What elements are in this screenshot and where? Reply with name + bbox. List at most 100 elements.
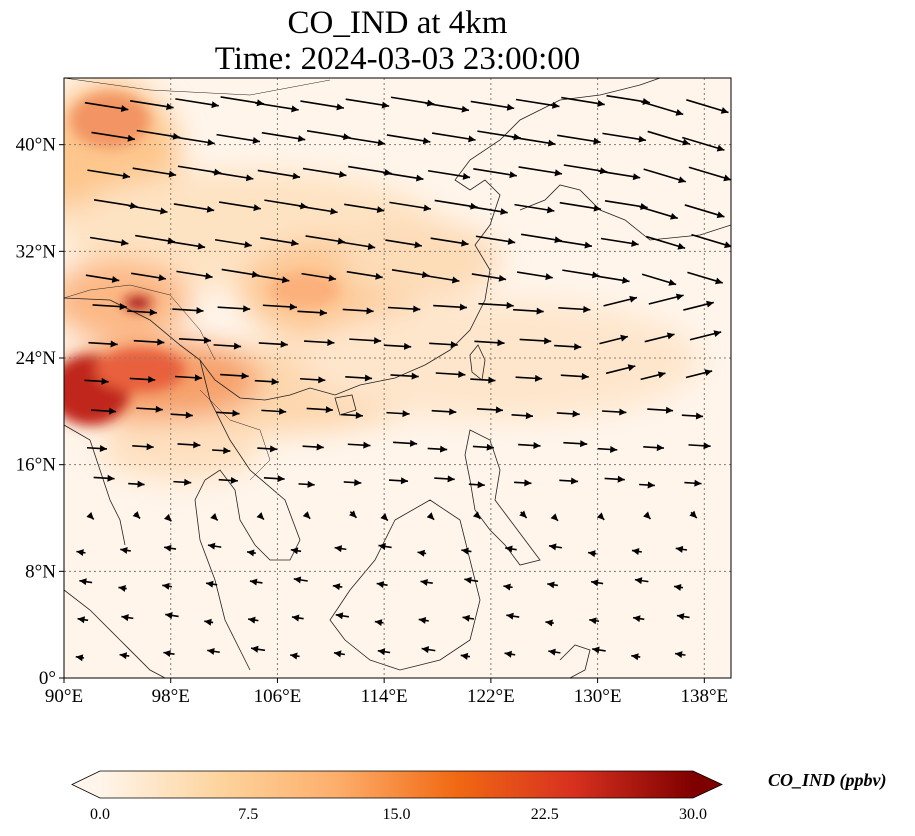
wind-vector <box>644 332 675 343</box>
wind-vector <box>378 543 392 550</box>
wind-vector <box>599 334 629 345</box>
wind-vector <box>291 614 304 622</box>
wind-vector <box>639 481 655 489</box>
wind-vector <box>218 476 238 484</box>
wind-vector <box>425 102 470 113</box>
concentration-plume <box>64 260 190 340</box>
wind-vector <box>173 203 215 213</box>
wind-vector <box>290 652 300 660</box>
wind-vector <box>518 166 563 177</box>
concentration-hotspot <box>124 296 152 310</box>
wind-vector <box>688 166 731 182</box>
wind-vector <box>557 134 601 145</box>
map-time-subtitle: Time: 2024-03-03 23:00:00 <box>214 41 581 77</box>
wind-vector <box>176 270 213 280</box>
wind-vector <box>261 131 306 143</box>
wind-vector <box>91 407 117 415</box>
wind-vector <box>431 408 457 416</box>
wind-vector <box>163 513 172 522</box>
wind-vector <box>258 340 288 348</box>
wind-vector <box>390 372 419 380</box>
wind-vector <box>255 102 299 113</box>
wind-vector <box>342 307 374 315</box>
wind-vector <box>298 205 338 215</box>
wind-vector <box>256 274 290 284</box>
wind-vector <box>640 100 684 116</box>
wind-vector <box>204 618 214 626</box>
wind-vector <box>213 342 242 350</box>
wind-vector <box>299 376 326 384</box>
wind-vector <box>92 303 127 311</box>
wind-vector <box>691 233 731 249</box>
wind-vector <box>464 576 479 584</box>
wind-vector <box>174 374 202 382</box>
wind-vector <box>374 619 384 627</box>
wind-vector <box>432 132 476 143</box>
wind-vector <box>604 475 625 483</box>
gridlines <box>64 78 731 678</box>
wind-vector <box>683 300 714 311</box>
wind-vector <box>506 612 520 620</box>
wind-vector <box>475 235 516 245</box>
lon-tick-label: 138°E <box>680 686 728 707</box>
colorbar-tick-label: 7.5 <box>238 806 259 823</box>
lat-tick-label: 32°N <box>16 241 57 262</box>
wind-vector <box>248 616 259 624</box>
wind-vector <box>217 305 251 313</box>
wind-vector <box>169 240 206 250</box>
lon-tick-label: 98°E <box>152 686 190 707</box>
colorbar <box>71 770 723 799</box>
wind-vector <box>254 378 279 386</box>
wind-vector <box>386 134 431 145</box>
wind-vector <box>393 439 418 447</box>
wind-vector <box>468 481 485 489</box>
concentration-plume <box>340 220 500 300</box>
wind-vector <box>220 372 249 380</box>
wind-vector <box>686 99 729 114</box>
wind-vector <box>647 406 674 414</box>
wind-vector <box>250 645 266 653</box>
wind-vector <box>349 510 358 519</box>
wind-vector <box>332 583 343 591</box>
wind-vector <box>385 239 422 249</box>
wind-vector <box>89 236 129 247</box>
wind-vector <box>519 510 528 519</box>
mainland-coastline <box>64 78 661 401</box>
wind-vector <box>162 582 173 590</box>
wind-vectors <box>75 94 731 662</box>
wind-vector <box>301 272 337 282</box>
wind-vector <box>426 275 460 284</box>
wind-vector <box>645 235 686 250</box>
wind-vector <box>121 614 134 622</box>
wind-vector <box>389 201 432 212</box>
wind-vector <box>345 374 373 382</box>
longitude-axis: 90°E 98°E 106°E 114°E 122°E 130°E 138°E <box>45 678 728 707</box>
wind-vector <box>470 376 496 384</box>
wind-vector <box>641 273 677 286</box>
indochina-coastline <box>194 359 301 671</box>
wind-vector <box>418 617 429 624</box>
wind-vector <box>262 303 297 311</box>
lat-tick-label: 24°N <box>16 348 57 369</box>
lon-tick-label: 106°E <box>254 686 302 707</box>
border-line <box>199 389 271 481</box>
wind-vector <box>605 364 636 375</box>
wind-vector <box>470 100 515 111</box>
wind-vector <box>128 205 168 215</box>
wind-vector <box>257 445 278 453</box>
wind-vector <box>685 369 713 379</box>
wind-vector <box>290 547 302 555</box>
wind-vector <box>386 410 410 418</box>
wind-vector <box>77 616 89 624</box>
bay-coastline <box>64 424 126 546</box>
wind-vector <box>333 650 345 658</box>
wind-vector <box>214 238 252 248</box>
wind-vector <box>474 339 505 347</box>
wind-vector <box>382 171 424 182</box>
wind-vector <box>648 293 684 305</box>
wind-vector <box>460 652 471 660</box>
wind-vector <box>639 206 678 220</box>
lon-tick-label: 130°E <box>574 686 622 707</box>
wind-vector <box>640 371 666 381</box>
